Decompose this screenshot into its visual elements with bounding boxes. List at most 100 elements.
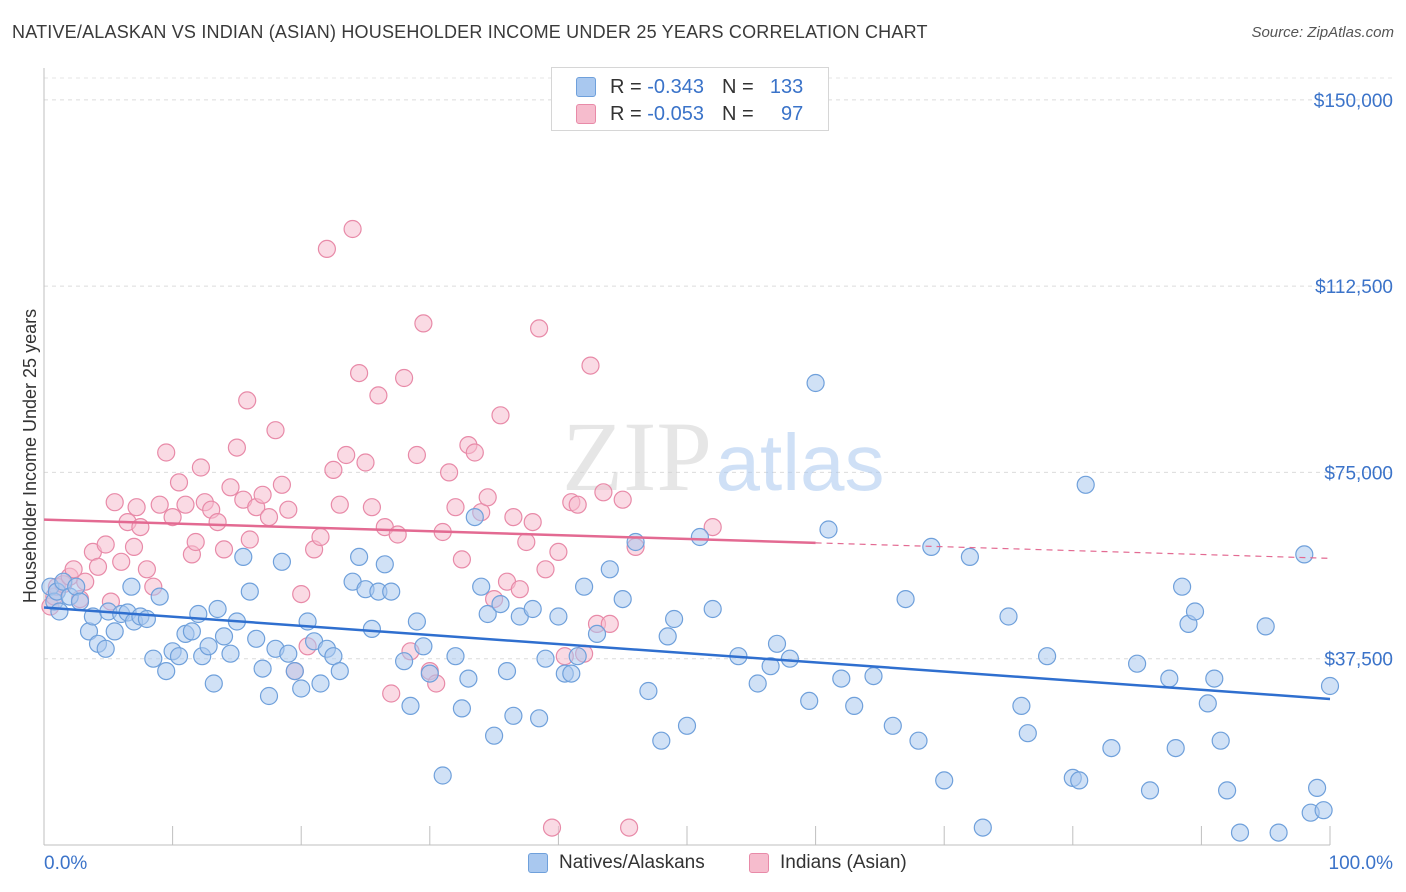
native-point bbox=[137, 609, 156, 629]
native-point bbox=[375, 555, 394, 574]
native-point bbox=[362, 619, 381, 639]
native-point bbox=[253, 659, 272, 678]
native-point bbox=[485, 726, 504, 745]
native-point bbox=[761, 657, 780, 676]
indian-point bbox=[176, 495, 195, 514]
indian-point bbox=[150, 495, 169, 514]
native-point bbox=[1211, 731, 1230, 750]
native-point bbox=[1037, 647, 1057, 666]
native-point bbox=[504, 706, 523, 725]
native-point bbox=[587, 624, 607, 644]
native-point bbox=[67, 577, 86, 596]
native-point bbox=[407, 612, 426, 631]
native-point bbox=[832, 669, 851, 688]
indian-point bbox=[88, 557, 108, 576]
n-label: N = bbox=[721, 102, 754, 125]
trend-lines bbox=[43, 518, 1331, 701]
gridlines bbox=[44, 77, 1394, 660]
indian-point bbox=[208, 512, 227, 532]
native-point bbox=[414, 637, 433, 656]
legend-item-natives: Natives/Alaskans bbox=[528, 852, 705, 874]
indian-point bbox=[581, 356, 600, 375]
native-point bbox=[1230, 823, 1250, 842]
native-point bbox=[150, 587, 169, 606]
indian-point bbox=[523, 512, 542, 532]
n-value: 97 bbox=[780, 102, 804, 125]
indian-point bbox=[124, 537, 144, 557]
r-label: R = bbox=[610, 75, 642, 98]
indian-point bbox=[478, 488, 497, 507]
native-point bbox=[973, 818, 992, 837]
indian-point bbox=[504, 507, 523, 527]
native-point bbox=[452, 699, 471, 718]
indian-point bbox=[452, 550, 471, 569]
indian-point bbox=[163, 507, 182, 527]
native-point bbox=[122, 577, 141, 596]
source-credit: Source: ZipAtlas.com bbox=[1251, 24, 1394, 41]
native-point bbox=[960, 547, 980, 567]
native-point bbox=[1166, 738, 1185, 758]
tick-labels: $37,500 $75,000 $112,500 $150,000 0.0% 100.0% bbox=[44, 91, 1393, 874]
native-point bbox=[536, 649, 555, 668]
indian-point bbox=[137, 560, 156, 579]
indian-point bbox=[613, 490, 632, 509]
n-value: 133 bbox=[769, 75, 804, 98]
native-point bbox=[562, 664, 581, 683]
indian-point bbox=[127, 498, 146, 517]
blue-swatch-icon bbox=[576, 77, 596, 97]
indian-point bbox=[382, 684, 401, 703]
native-point bbox=[459, 669, 478, 688]
indian-point bbox=[510, 580, 529, 599]
indian-point bbox=[517, 532, 536, 552]
indian-point bbox=[536, 560, 555, 579]
native-point bbox=[1217, 781, 1237, 800]
native-point bbox=[350, 547, 369, 567]
indian-point bbox=[369, 386, 388, 405]
native-point bbox=[677, 716, 697, 735]
native-point bbox=[883, 716, 902, 735]
indian-point bbox=[279, 500, 298, 519]
indian-point bbox=[317, 239, 336, 258]
legend-row-natives: R = -0.343 N = 133 bbox=[552, 74, 803, 100]
pink-swatch-icon bbox=[749, 853, 769, 873]
native-point bbox=[259, 686, 279, 706]
native-point bbox=[96, 639, 115, 658]
indian-point bbox=[330, 495, 349, 514]
indian-point bbox=[491, 406, 510, 425]
indian-point bbox=[324, 460, 343, 479]
legend-label: Natives/Alaskans bbox=[559, 852, 705, 873]
native-point bbox=[491, 594, 510, 614]
indian-point bbox=[112, 552, 131, 571]
indian-point bbox=[362, 498, 381, 517]
native-point bbox=[70, 592, 90, 611]
y-tick-label: $150,000 bbox=[1314, 91, 1393, 112]
native-point bbox=[549, 607, 568, 626]
indian-point bbox=[356, 453, 375, 472]
indian-point bbox=[619, 818, 639, 837]
r-value: -0.343 bbox=[647, 75, 704, 98]
r-label: R = bbox=[610, 102, 642, 125]
native-point bbox=[330, 661, 349, 681]
native-point bbox=[221, 644, 240, 663]
watermark-zip: ZIP bbox=[562, 401, 712, 512]
legend-item-indians: Indians (Asian) bbox=[749, 852, 907, 874]
native-point bbox=[529, 709, 549, 728]
native-point bbox=[999, 607, 1018, 626]
native-point bbox=[1140, 781, 1160, 800]
indian-point bbox=[266, 421, 285, 440]
native-point bbox=[1070, 771, 1089, 790]
indian-point bbox=[549, 542, 568, 562]
indian-trend-line-solid bbox=[43, 518, 816, 545]
native-point bbox=[600, 560, 619, 579]
indian-point bbox=[292, 584, 311, 604]
chart-title: NATIVE/ALASKAN VS INDIAN (ASIAN) HOUSEHO… bbox=[12, 22, 928, 42]
r-value: -0.053 bbox=[647, 102, 704, 125]
native-point bbox=[472, 577, 491, 596]
indian-point bbox=[568, 495, 587, 514]
x-tick-label-end: 100.0% bbox=[1329, 853, 1394, 874]
indian-point bbox=[542, 818, 562, 837]
native-point bbox=[478, 604, 497, 624]
pink-swatch-icon bbox=[576, 104, 596, 124]
indian-point bbox=[407, 445, 426, 465]
indian-point bbox=[388, 525, 407, 544]
